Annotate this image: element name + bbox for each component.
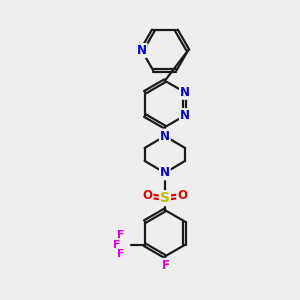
Text: O: O bbox=[177, 189, 187, 202]
Text: N: N bbox=[137, 44, 147, 57]
Text: S: S bbox=[160, 191, 170, 205]
Text: F: F bbox=[113, 240, 121, 250]
Text: F: F bbox=[117, 230, 125, 240]
Text: N: N bbox=[160, 167, 170, 179]
Text: N: N bbox=[180, 109, 190, 122]
Text: F: F bbox=[162, 259, 170, 272]
Text: N: N bbox=[180, 86, 190, 99]
Text: N: N bbox=[160, 130, 170, 142]
Text: F: F bbox=[117, 249, 125, 259]
Text: O: O bbox=[142, 189, 153, 202]
